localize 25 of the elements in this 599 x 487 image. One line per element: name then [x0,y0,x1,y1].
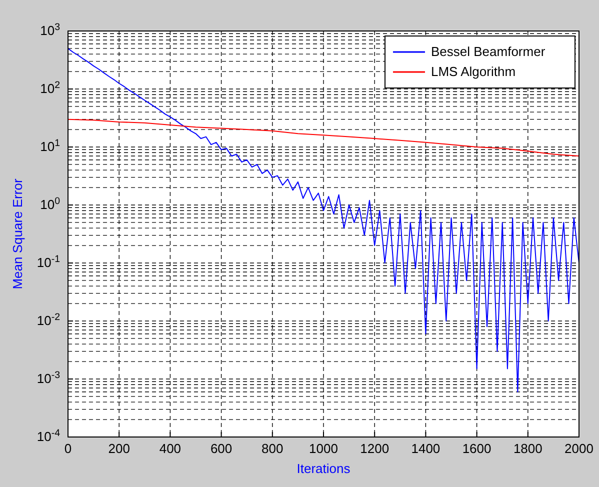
x-tick-label: 200 [108,441,130,456]
x-tick-label: 0 [64,441,72,456]
x-tick-label: 800 [262,441,284,456]
x-tick-label: 1800 [513,441,542,456]
legend-label: Bessel Beamformer [431,44,546,59]
y-axis-title: Mean Square Error [10,178,25,290]
x-tick-label: 1600 [462,441,492,456]
legend-label: LMS Algorithm [431,64,516,79]
y-tick-label: 10$^{-4}$ [36,428,61,444]
x-axis-title: Iterations [296,461,351,476]
x-tick-label: 2000 [564,441,594,456]
line-series [68,118,579,156]
x-tick-label: 400 [159,441,182,456]
x-tick-label: 1400 [411,441,440,456]
x-tick-label: 600 [210,441,232,456]
y-tick-label: 10$^{3}$ [40,22,60,38]
y-tick-label: 10$^{-1}$ [36,254,60,270]
y-tick-label: 10$^{-3}$ [36,370,60,386]
line-series [68,48,579,392]
y-tick-label: 10$^{1}$ [40,138,60,154]
x-tick-label: 1200 [360,441,390,456]
y-tick-label: 10$^{-2}$ [36,312,60,328]
y-tick-label: 10$^{2}$ [40,80,60,96]
y-tick-label: 10$^{0}$ [40,196,61,212]
x-tick-label: 1000 [309,441,338,456]
